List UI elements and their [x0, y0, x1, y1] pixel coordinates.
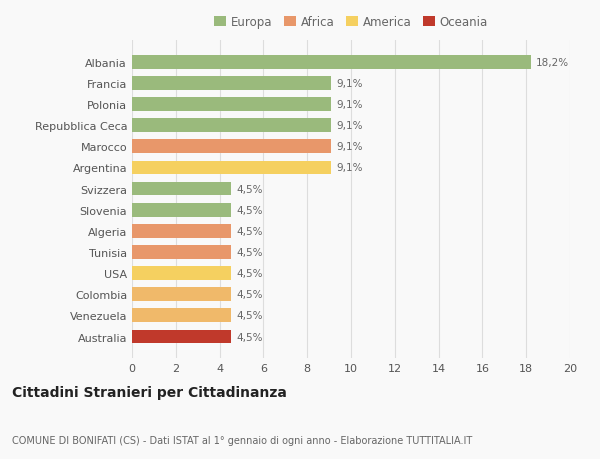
Text: COMUNE DI BONIFATI (CS) - Dati ISTAT al 1° gennaio di ogni anno - Elaborazione T: COMUNE DI BONIFATI (CS) - Dati ISTAT al …: [12, 435, 472, 445]
Legend: Europa, Africa, America, Oceania: Europa, Africa, America, Oceania: [214, 16, 488, 29]
Bar: [132, 203, 230, 217]
Text: 4,5%: 4,5%: [236, 184, 263, 194]
Text: 9,1%: 9,1%: [337, 78, 363, 89]
Bar: [132, 77, 331, 90]
Text: 4,5%: 4,5%: [236, 311, 263, 321]
Bar: [132, 140, 331, 154]
Bar: [132, 56, 530, 69]
Text: 9,1%: 9,1%: [337, 100, 363, 110]
Bar: [132, 288, 230, 302]
Text: 4,5%: 4,5%: [236, 247, 263, 257]
Text: 9,1%: 9,1%: [337, 163, 363, 173]
Text: 4,5%: 4,5%: [236, 290, 263, 300]
Bar: [132, 119, 331, 133]
Bar: [132, 224, 230, 238]
Bar: [132, 330, 230, 344]
Bar: [132, 182, 230, 196]
Text: 18,2%: 18,2%: [536, 57, 569, 67]
Bar: [132, 161, 331, 175]
Text: 4,5%: 4,5%: [236, 205, 263, 215]
Text: 4,5%: 4,5%: [236, 226, 263, 236]
Bar: [132, 309, 230, 323]
Text: 4,5%: 4,5%: [236, 269, 263, 279]
Bar: [132, 267, 230, 280]
Bar: [132, 98, 331, 112]
Text: 9,1%: 9,1%: [337, 142, 363, 152]
Text: 4,5%: 4,5%: [236, 332, 263, 342]
Bar: [132, 246, 230, 259]
Text: Cittadini Stranieri per Cittadinanza: Cittadini Stranieri per Cittadinanza: [12, 386, 287, 399]
Text: 9,1%: 9,1%: [337, 121, 363, 131]
